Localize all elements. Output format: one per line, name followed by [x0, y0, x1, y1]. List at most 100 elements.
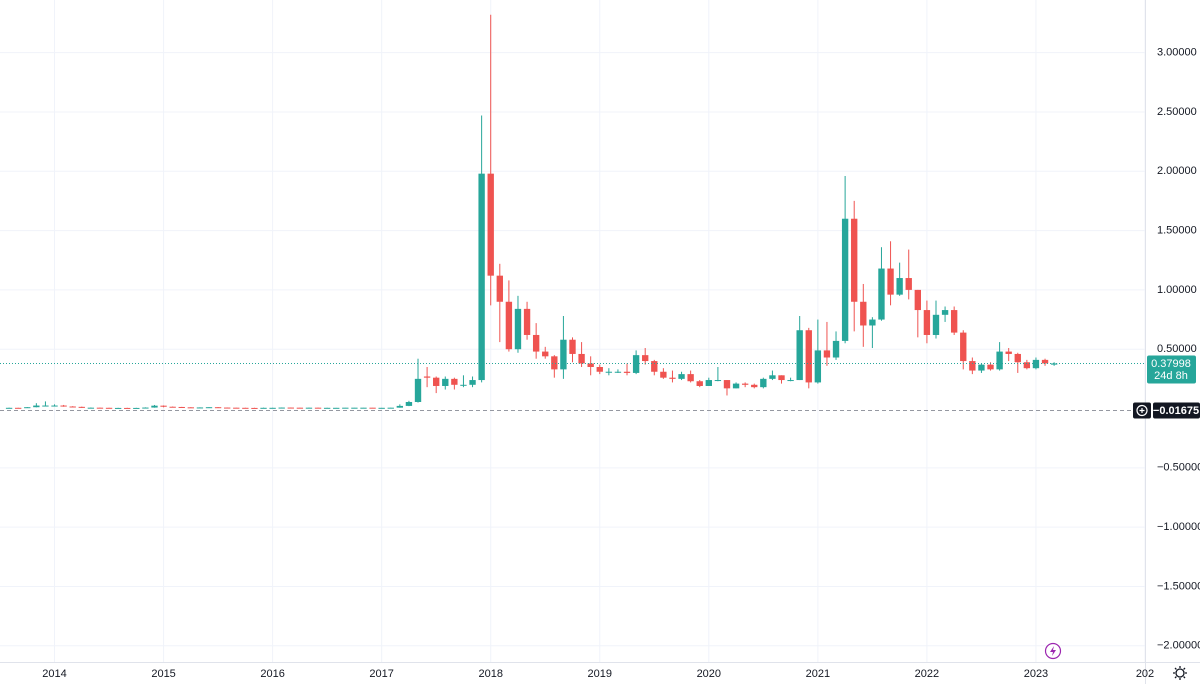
y-tick-label: 3.00000 — [1157, 47, 1197, 59]
candle-body — [323, 407, 331, 409]
candle-body — [96, 407, 104, 409]
y-tick-label: −1.50000 — [1157, 580, 1200, 592]
candle-body — [69, 406, 76, 408]
candle-body — [396, 405, 404, 408]
candle-body — [124, 407, 131, 409]
candle-body — [269, 407, 276, 409]
candle-body — [814, 350, 822, 383]
candle-body — [678, 374, 685, 379]
candle-body — [78, 406, 85, 408]
y-tick-label: 1.50000 — [1157, 224, 1197, 236]
candle-body — [1041, 359, 1049, 364]
y-tick-label: −1.00000 — [1157, 521, 1200, 533]
x-tick-label: 2017 — [369, 668, 393, 680]
candle-body — [723, 380, 731, 389]
candle-body — [596, 367, 603, 372]
candle-body — [460, 384, 467, 386]
candle-body — [796, 330, 803, 381]
x-tick-label: 202 — [1136, 668, 1154, 680]
candle-body — [623, 371, 631, 373]
candle-body — [178, 406, 185, 408]
candle-body — [769, 375, 776, 379]
candle-body — [360, 407, 367, 409]
x-tick-label: 2015 — [151, 668, 175, 680]
candle-body — [133, 407, 140, 409]
y-tick-label: −0.50000 — [1157, 462, 1200, 474]
candle-body — [514, 308, 522, 350]
candle-body — [378, 407, 385, 409]
candle-body — [614, 371, 622, 373]
candle-body — [660, 371, 667, 378]
candle-body — [932, 314, 940, 335]
settings-icon[interactable] — [1173, 666, 1187, 680]
candle-body — [205, 407, 213, 409]
candle-body — [741, 383, 749, 385]
candle-body — [532, 334, 540, 352]
candle-body — [996, 351, 1003, 370]
grid — [0, 0, 1146, 662]
candle-body — [905, 278, 912, 290]
candle-body — [278, 407, 285, 409]
candle-body — [1005, 351, 1012, 354]
candle-body — [542, 351, 549, 357]
cursor-badge — [1153, 402, 1200, 419]
candle-body — [196, 407, 204, 409]
candle-body — [1014, 353, 1021, 363]
countdown-label: 24d 8h — [1154, 370, 1188, 382]
last-price-label: 0.37998 — [1151, 358, 1191, 370]
candle-body — [605, 371, 613, 373]
candle-body — [651, 361, 658, 372]
candle-body — [405, 401, 413, 406]
candle-body — [523, 308, 531, 335]
candle-body — [151, 405, 158, 408]
candle-body — [287, 407, 294, 409]
candle-body — [505, 301, 513, 350]
cursor-label: −0.01675 — [1153, 405, 1199, 417]
candle-body — [423, 376, 431, 378]
candle-body — [414, 378, 422, 402]
lightning-bolt — [1050, 646, 1056, 656]
lightning-icon[interactable] — [1044, 642, 1062, 660]
candle-body — [841, 218, 849, 341]
candle-body — [714, 380, 722, 382]
add-alert-ring — [1136, 404, 1148, 417]
candle-body — [305, 407, 313, 409]
gear-ring — [1175, 668, 1185, 678]
candle-body — [851, 218, 858, 302]
candle-body — [669, 377, 676, 379]
x-tick-label: 2020 — [697, 668, 721, 680]
candle-body — [705, 380, 712, 386]
candle-body — [14, 407, 22, 409]
add-alert-button[interactable] — [1133, 402, 1151, 419]
candle-body — [642, 355, 649, 362]
candle-body — [342, 407, 349, 409]
candle-body — [42, 405, 49, 407]
candle-body — [978, 364, 985, 371]
candle-body — [233, 407, 240, 409]
last-price-badge — [1147, 355, 1196, 384]
candle-body — [950, 310, 958, 333]
plot — [0, 14, 1145, 412]
y-tick-label: 2.50000 — [1157, 106, 1197, 118]
candle-body — [5, 407, 13, 409]
candle-body — [560, 339, 567, 370]
candle-body — [24, 407, 31, 409]
candle-body — [296, 407, 304, 409]
x-tick-label: 2022 — [915, 668, 939, 680]
candle-body — [87, 407, 95, 409]
candle-body — [433, 377, 440, 386]
candle-body — [941, 310, 949, 315]
candle-body — [787, 380, 794, 382]
candle-body — [387, 407, 394, 409]
candle-body — [224, 407, 231, 409]
candle-body — [569, 339, 576, 354]
candle-body — [469, 380, 476, 385]
candle-body — [169, 406, 176, 408]
candle-body — [442, 378, 449, 386]
candle-body — [760, 378, 767, 388]
candle-body — [314, 407, 322, 409]
candle-body — [896, 278, 903, 295]
candle-body — [969, 361, 976, 371]
candle-body — [551, 356, 558, 370]
